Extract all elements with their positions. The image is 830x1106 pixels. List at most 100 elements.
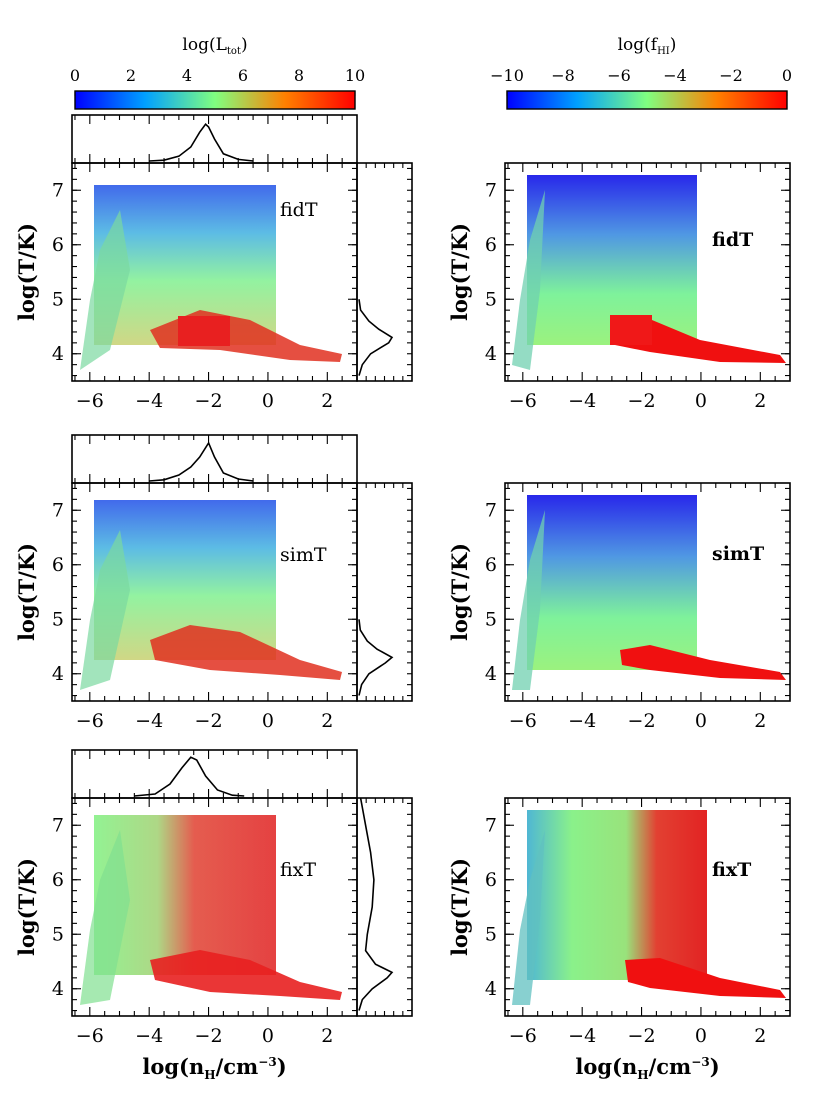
x-tick-label: −4 (135, 390, 163, 412)
plot-frame (504, 482, 791, 702)
colorbar-tick-label: 0 (70, 66, 80, 85)
x-tick-label: −6 (509, 1025, 537, 1047)
hist-y-curve (358, 797, 394, 1011)
scatter-neutral-block (610, 315, 652, 345)
x-tick-label: −4 (135, 1025, 163, 1047)
colorbar-left-bar (74, 90, 356, 110)
y-tick-label: 4 (485, 663, 497, 685)
colorbar-right: log(fHI) −10 −8 −6 −4 −2 0 (490, 35, 792, 110)
hist-y-curve (358, 619, 394, 696)
x-tick-label: 0 (695, 1025, 707, 1047)
colorbar-tick-label: −6 (607, 66, 631, 85)
scatter-warm-block (178, 316, 230, 346)
colorbar-left-label: log(Ltot) (182, 35, 247, 57)
x-tick-label: −4 (568, 710, 596, 732)
x-tick-label: 2 (321, 710, 333, 732)
y-tick-label: 4 (52, 663, 64, 685)
y-tick-label: 6 (485, 554, 497, 576)
hist-y-frame (356, 797, 413, 1017)
x-tick-label: 0 (695, 710, 707, 732)
colorbar-tick-label: 8 (294, 66, 304, 85)
y-tick-label: 5 (485, 608, 497, 630)
hist-x-frame (71, 749, 358, 799)
x-tick-label: −4 (568, 390, 596, 412)
hist-y-curve (358, 299, 394, 376)
y-tick-label: 7 (52, 814, 64, 836)
y-axis-label: log(T/K) (447, 223, 472, 321)
y-tick-label: 5 (52, 923, 64, 945)
hist-x-curve (134, 756, 245, 797)
y-tick-label: 7 (52, 499, 64, 521)
model-label: fixT (712, 859, 751, 881)
x-tick-label: 0 (695, 390, 707, 412)
x-tick-label: 0 (262, 710, 274, 732)
colorbar-tick-label: 6 (238, 66, 248, 85)
hist-x-curve (149, 123, 254, 162)
y-tick-label: 4 (52, 978, 64, 1000)
colorbar-left: log(Ltot) 0 2 4 6 8 10 (70, 35, 365, 110)
x-tick-label: 2 (754, 710, 766, 732)
colorbar-tick-label: 2 (126, 66, 136, 85)
x-tick-label: −2 (628, 710, 656, 732)
scatter-spread (80, 830, 130, 1005)
model-label: simT (712, 543, 764, 565)
scatter-spread (80, 210, 130, 370)
panel-simT-fhi: simT −6 −4 −2 0 2 7 6 5 4 log(T/K) (447, 482, 791, 732)
x-tick-label: 2 (321, 390, 333, 412)
y-axis-label: log(T/K) (14, 543, 39, 641)
y-tick-label: 4 (485, 978, 497, 1000)
scatter-cloud (527, 810, 707, 980)
x-axis-label: log(nH/cm−3) (575, 1054, 719, 1082)
y-tick-label: 7 (485, 814, 497, 836)
scatter-cloud (527, 495, 697, 670)
x-tick-label: −2 (628, 390, 656, 412)
panel-fixT-fhi: fixT −6 −4 −2 0 2 7 6 5 4 log(T/K) log(nH/cm−3) (447, 797, 791, 1082)
x-tick-label: −6 (509, 390, 537, 412)
x-tick-label: 2 (321, 1025, 333, 1047)
scatter-neutral-tail (625, 958, 786, 998)
y-tick-label: 4 (485, 343, 497, 365)
x-tick-label: −6 (76, 390, 104, 412)
x-tick-label: −6 (509, 710, 537, 732)
scatter-neutral-tail (610, 315, 786, 363)
y-tick-label: 6 (485, 869, 497, 891)
colorbar-tick-label: 0 (782, 66, 792, 85)
colorbar-right-ticks: −10 −8 −6 −4 −2 0 (490, 66, 792, 96)
model-label: fidT (280, 199, 318, 221)
x-tick-label: 0 (262, 390, 274, 412)
colorbar-right-label: log(fHI) (618, 35, 677, 57)
scatter-spread (512, 190, 545, 370)
y-tick-label: 5 (485, 923, 497, 945)
scatter-spread (512, 510, 545, 690)
colorbar-tick-label: 10 (345, 66, 365, 85)
scatter-warm-tail (150, 625, 342, 680)
x-tick-label: 2 (754, 1025, 766, 1047)
y-tick-label: 6 (52, 554, 64, 576)
panel-fidT-fhi: fidT −6 −4 −2 0 2 7 6 5 4 log(T/K) (447, 162, 791, 412)
x-axis-label: log(nH/cm−3) (142, 1054, 286, 1082)
plot-frame (504, 797, 791, 1017)
x-tick-label: −2 (195, 1025, 223, 1047)
y-tick-label: 5 (485, 288, 497, 310)
y-tick-label: 5 (52, 608, 64, 630)
y-axis-label: log(T/K) (14, 858, 39, 956)
y-tick-label: 5 (52, 288, 64, 310)
plot-frame (504, 162, 791, 382)
y-tick-label: 6 (52, 869, 64, 891)
panel-fidT-ltot: fidT −6 −4 −2 0 2 7 6 5 4 log(T/K) (14, 114, 413, 412)
y-tick-label: 6 (52, 234, 64, 256)
scatter-spread (512, 830, 545, 1005)
colorbar-tick-label: −10 (490, 66, 524, 85)
x-tick-label: −2 (195, 390, 223, 412)
y-tick-label: 7 (52, 179, 64, 201)
scatter-spread (80, 530, 130, 690)
y-tick-label: 4 (52, 343, 64, 365)
hist-y-frame (356, 482, 413, 702)
hist-x-frame (71, 114, 358, 164)
x-tick-label: −2 (195, 710, 223, 732)
y-tick-label: 7 (485, 499, 497, 521)
model-label: simT (280, 544, 327, 566)
y-axis-label: log(T/K) (447, 858, 472, 956)
colorbar-tick-label: −2 (719, 66, 743, 85)
